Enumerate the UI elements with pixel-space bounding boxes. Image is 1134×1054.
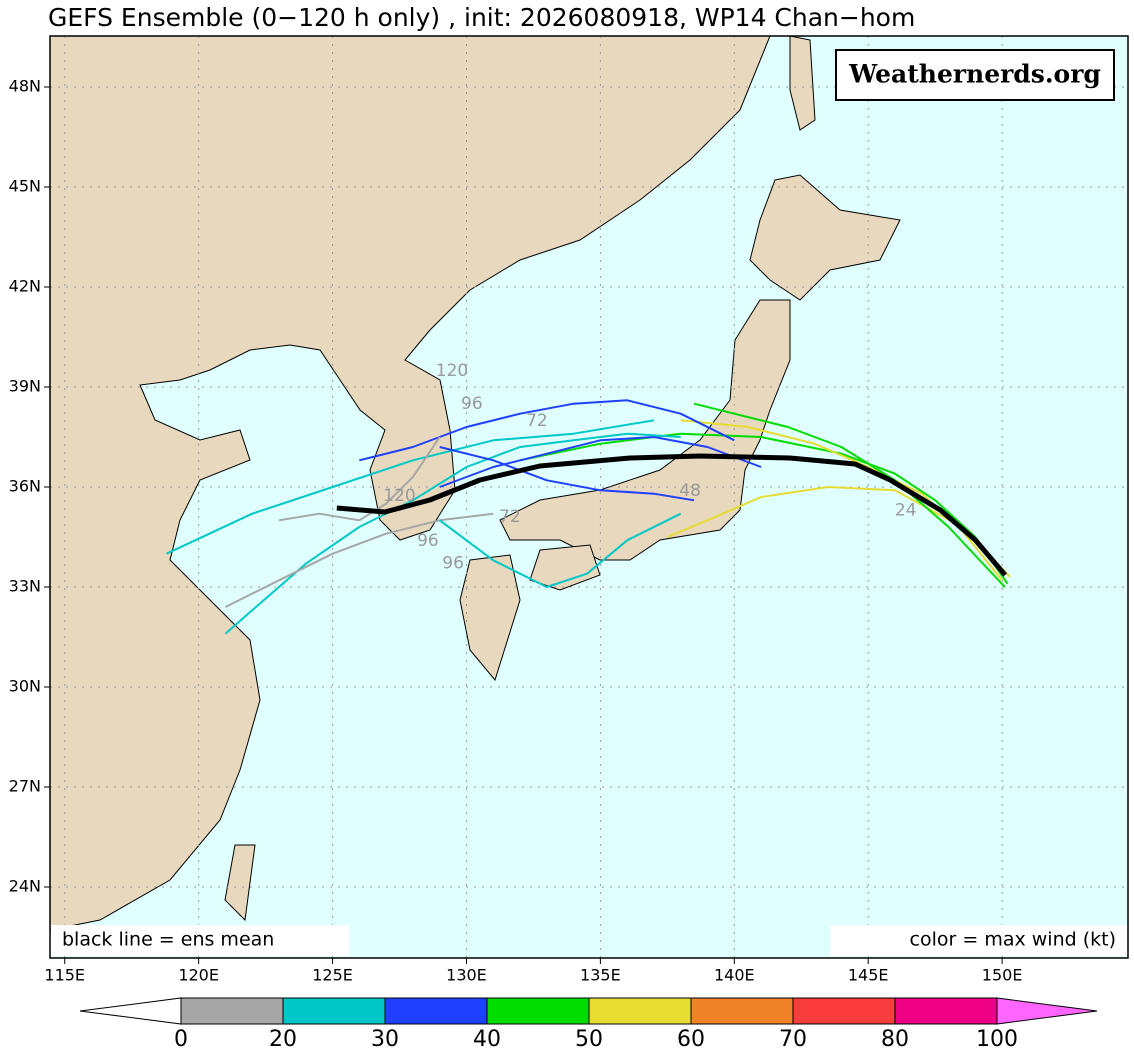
- y-tick-label: 24N: [9, 877, 41, 896]
- watermark: Weathernerds.org: [848, 60, 1101, 89]
- honshu: [499, 299, 791, 561]
- colorbar-over: [996, 997, 1098, 1025]
- hour-label: 48: [679, 481, 701, 501]
- x-tick-label: 140E: [714, 966, 755, 985]
- colorbar-segment: [894, 997, 998, 1025]
- hour-label: 120: [383, 486, 415, 506]
- colorbar-label: 70: [779, 1027, 807, 1052]
- shikoku: [529, 544, 601, 591]
- x-tick-label: 120E: [178, 966, 219, 985]
- y-tick-label: 48N: [9, 77, 41, 96]
- note-box: [51, 925, 349, 956]
- colorbar-segment: [486, 997, 590, 1025]
- member-track: [166, 419, 655, 555]
- colorbar-label: 80: [881, 1027, 909, 1052]
- colorbar-label: 60: [677, 1027, 705, 1052]
- colorbar-label: 30: [371, 1027, 399, 1052]
- hour-label: 96: [417, 531, 439, 551]
- y-tick-label: 42N: [9, 277, 41, 296]
- x-tick-label: 115E: [44, 966, 85, 985]
- hour-label: 120: [436, 361, 468, 381]
- plot-layer: 120 96 72 48 120 96 72 96 24: [50, 36, 1128, 958]
- frame: [49, 35, 1129, 959]
- hour-label: 96: [461, 394, 483, 414]
- title: GEFS Ensemble (0−120 h only) , init: 202…: [48, 3, 915, 32]
- note-right: color = max wind (kt): [910, 929, 1116, 951]
- x-tick-label: 130E: [446, 966, 487, 985]
- colorbar-label: 40: [473, 1027, 501, 1052]
- taiwan: [224, 844, 256, 922]
- mainland: [49, 35, 771, 931]
- colorbar-label: 100: [976, 1027, 1018, 1052]
- hour-label: 24: [895, 500, 917, 520]
- member-track: [224, 512, 494, 608]
- member-track: [439, 446, 695, 502]
- hour-label: 96: [442, 554, 464, 574]
- y-tick-label: 33N: [9, 577, 41, 596]
- hokkaido: [749, 174, 901, 301]
- x-tick-label: 135E: [580, 966, 621, 985]
- mean-track: [336, 453, 1008, 577]
- y-tick-label: 39N: [9, 377, 41, 396]
- colorbar-label: 20: [269, 1027, 297, 1052]
- land: [49, 35, 901, 931]
- colorbar-label: 50: [575, 1027, 603, 1052]
- x-tick-label: 150E: [982, 966, 1023, 985]
- watermark-box: [835, 49, 1115, 101]
- member-track: [519, 432, 1009, 585]
- member-track: [693, 402, 1006, 588]
- y-tick-label: 36N: [9, 477, 41, 496]
- hour-label: 72: [499, 507, 521, 527]
- colorbar-segment: [384, 997, 488, 1025]
- colorbar-segment: [282, 997, 386, 1025]
- colorbar-segment: [588, 997, 692, 1025]
- member-track: [439, 512, 682, 588]
- y-tick-label: 27N: [9, 777, 41, 796]
- y-tick-label: 45N: [9, 177, 41, 196]
- member-track: [359, 399, 735, 462]
- y-tick-label: 30N: [9, 677, 41, 696]
- colorbar-segment: [690, 997, 794, 1025]
- x-tick-label: 145E: [848, 966, 889, 985]
- member-track: [439, 436, 762, 488]
- colorbar-under: [79, 997, 182, 1025]
- hour-label: 72: [526, 411, 548, 431]
- note-box: [830, 925, 1127, 956]
- colorbar-label: 0: [174, 1027, 188, 1052]
- colorbar-segment: [180, 997, 284, 1025]
- x-tick-label: 125E: [312, 966, 353, 985]
- note-left: black line = ens mean: [62, 929, 274, 951]
- kyushu: [459, 554, 521, 682]
- colorbar-segment: [792, 997, 896, 1025]
- member-track: [224, 432, 681, 635]
- sakhalin: [789, 35, 816, 131]
